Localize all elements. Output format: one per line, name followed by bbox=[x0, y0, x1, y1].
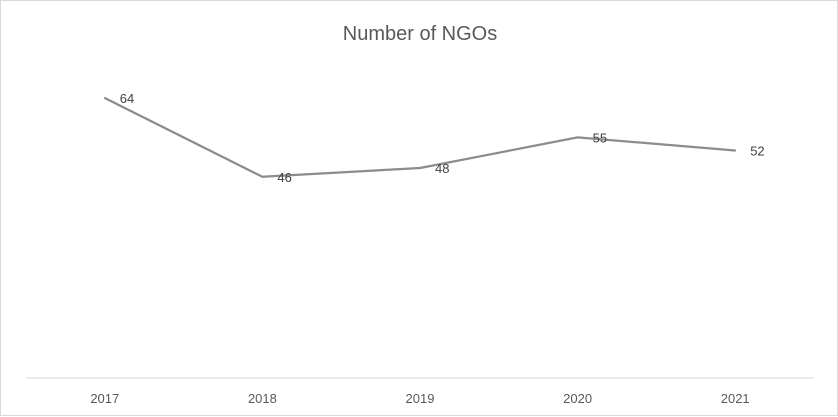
x-tick-label: 2020 bbox=[563, 391, 592, 406]
data-label: 52 bbox=[750, 144, 764, 159]
data-labels-group: 64 46 48 55 52 bbox=[120, 91, 765, 185]
data-label: 48 bbox=[435, 161, 449, 176]
series-group bbox=[103, 96, 737, 178]
data-point bbox=[734, 149, 737, 152]
data-point bbox=[261, 175, 264, 178]
x-axis-ticks: 2017 2018 2019 2020 2021 bbox=[90, 391, 749, 406]
x-tick-label: 2021 bbox=[721, 391, 750, 406]
x-tick-label: 2017 bbox=[90, 391, 119, 406]
series-line bbox=[104, 96, 736, 178]
x-tick-label: 2018 bbox=[248, 391, 277, 406]
data-point bbox=[103, 97, 106, 99]
chart-title: Number of NGOs bbox=[342, 23, 498, 45]
data-label: 46 bbox=[277, 170, 291, 185]
data-point bbox=[576, 136, 579, 139]
data-label: 55 bbox=[593, 130, 607, 145]
data-point bbox=[419, 167, 421, 169]
x-tick-label: 2019 bbox=[406, 391, 435, 406]
data-label: 64 bbox=[120, 91, 134, 106]
